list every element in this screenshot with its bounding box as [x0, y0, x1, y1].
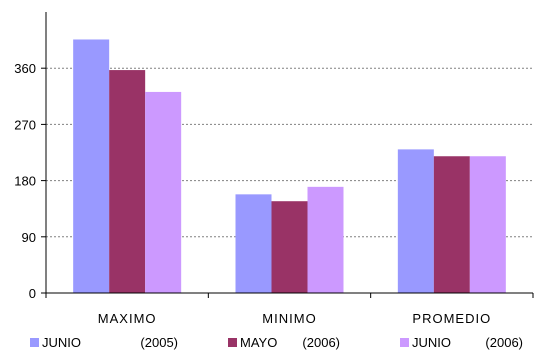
legend: JUNIO (2005) MAYO (2006) JUNIO (2006) [30, 335, 523, 350]
legend-swatch [30, 338, 39, 347]
bar-maximo-series-1 [73, 39, 110, 293]
y-tick-label: 360 [14, 61, 36, 76]
bar-promedio-series-3 [469, 156, 506, 293]
legend-series-name: JUNIO [42, 335, 81, 350]
bars [73, 39, 506, 293]
bar-minimo-series-2 [271, 201, 308, 293]
legend-swatch [228, 338, 237, 347]
legend-series-period: (2006) [302, 335, 340, 350]
y-axis-ticks: 0 90 180 270 360 [14, 61, 46, 301]
y-tick-label: 0 [29, 286, 36, 301]
bar-minimo-series-1 [235, 194, 272, 293]
legend-series-period: (2005) [140, 335, 178, 350]
bar-minimo-series-3 [307, 186, 344, 293]
bar-maximo-series-2 [109, 70, 146, 293]
bar-maximo-series-3 [145, 91, 182, 293]
legend-series-name: MAYO [240, 335, 277, 350]
x-axis-labels: MAXIMO MINIMO PROMEDIO [98, 311, 491, 326]
y-tick-label: 270 [14, 117, 36, 132]
y-tick-label: 90 [22, 230, 36, 245]
legend-series-name: JUNIO [412, 335, 451, 350]
bar-promedio-series-1 [397, 149, 434, 293]
y-tick-label: 180 [14, 174, 36, 189]
legend-swatch [400, 338, 409, 347]
legend-series-period: (2006) [485, 335, 523, 350]
x-category-label: MINIMO [262, 311, 316, 326]
x-category-label: MAXIMO [98, 311, 157, 326]
bar-promedio-series-2 [433, 156, 470, 293]
axes [45, 12, 534, 298]
x-category-label: PROMEDIO [412, 311, 491, 326]
